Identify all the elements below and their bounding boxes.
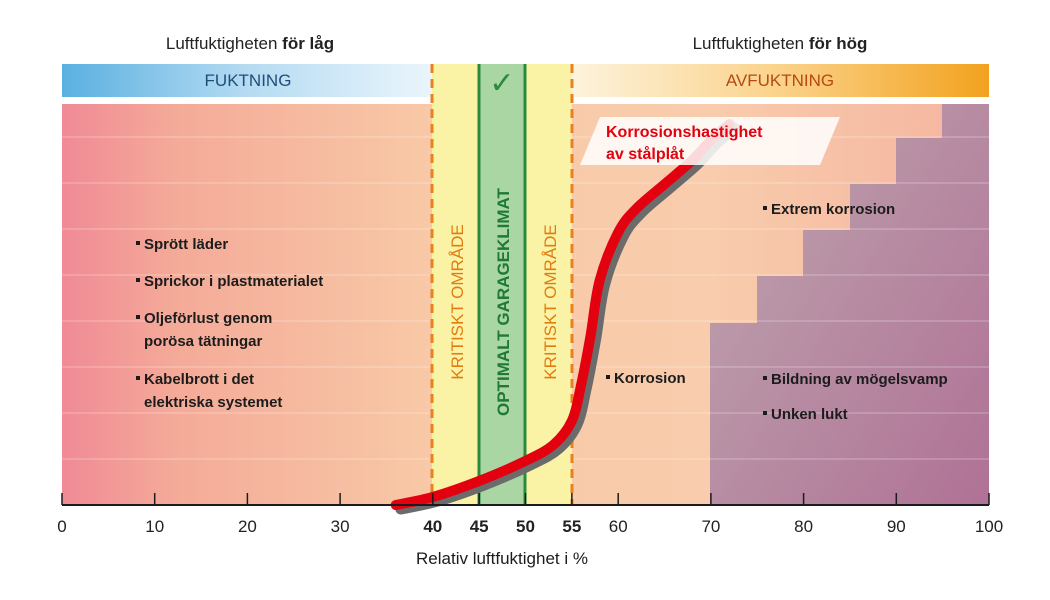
series-title-line-1: Korrosionshastighet	[606, 124, 763, 141]
band-fuktning	[62, 64, 432, 97]
x-tick-label-70: 70	[701, 517, 720, 536]
note-extrem-korrosion: Extrem korrosion	[771, 201, 895, 218]
note-kabelbrott-1: Kabelbrott i det	[144, 371, 254, 388]
x-tick-label-20: 20	[238, 517, 257, 536]
note-korrosion: Korrosion	[614, 370, 686, 387]
header-left: Luftfuktigheten för låg	[166, 34, 334, 53]
x-tick-label-80: 80	[794, 517, 813, 536]
x-tick-label-60: 60	[609, 517, 628, 536]
x-tick-label-50: 50	[516, 517, 535, 536]
critical-zone-left-label: KRITISKT OMRÅDE	[448, 224, 467, 380]
optimal-zone-label: OPTIMALT GARAGEKLIMAT	[494, 187, 513, 416]
note-sprott-lader: Sprött läder	[144, 236, 228, 253]
bullet	[136, 376, 140, 380]
x-tick-label-90: 90	[887, 517, 906, 536]
note-mogelsvamp: Bildning av mögelsvamp	[771, 371, 948, 388]
x-axis-ticks: 0 10 20 30 40 45 50 55 60 70 80 90 100	[57, 493, 1003, 536]
series-title-line-2: av stålplåt	[606, 145, 685, 163]
left-annotations: Sprött läder Sprickor i plastmaterialet …	[136, 236, 323, 411]
bullet	[606, 375, 610, 379]
corrosion-curve-shadow	[395, 122, 740, 515]
corrosion-curve	[390, 119, 735, 510]
critical-zone-left	[432, 64, 479, 505]
optimal-zone	[479, 64, 525, 505]
corrosion-curve-layer	[390, 119, 740, 515]
note-kabelbrott-2: elektriska systemet	[144, 394, 282, 411]
band-fuktning-label: FUKTNING	[205, 71, 292, 90]
x-tick-label-10: 10	[145, 517, 164, 536]
x-tick-label-55: 55	[562, 517, 581, 536]
x-tick-label-30: 30	[331, 517, 350, 536]
x-tick-label-100: 100	[975, 517, 1003, 536]
note-sprickor: Sprickor i plastmaterialet	[144, 273, 323, 290]
x-axis-title: Relativ luftfuktighet i %	[416, 549, 588, 568]
x-tick-label-0: 0	[57, 517, 66, 536]
note-oljeforlust-2: porösa tätningar	[144, 333, 263, 350]
bullet	[763, 376, 767, 380]
note-unken-lukt: Unken lukt	[771, 406, 848, 423]
bullet	[136, 315, 140, 319]
x-tick-label-40: 40	[423, 517, 442, 536]
band-avfuktning	[572, 64, 989, 97]
bullet	[136, 241, 140, 245]
mould-area	[710, 104, 989, 505]
x-tick-label-45: 45	[470, 517, 489, 536]
bullet	[763, 411, 767, 415]
series-title-box	[580, 117, 840, 165]
bullet	[763, 206, 767, 210]
band-avfuktning-label: AVFUKTNING	[726, 71, 834, 90]
bullet	[136, 278, 140, 282]
check-icon: ✓	[489, 66, 514, 101]
header-right: Luftfuktigheten för hög	[693, 34, 868, 53]
critical-zone-right-label: KRITISKT OMRÅDE	[541, 224, 560, 380]
note-oljeforlust-1: Oljeförlust genom	[144, 310, 272, 327]
right-annotations: Korrosion Extrem korrosion Bildning av m…	[606, 201, 948, 423]
